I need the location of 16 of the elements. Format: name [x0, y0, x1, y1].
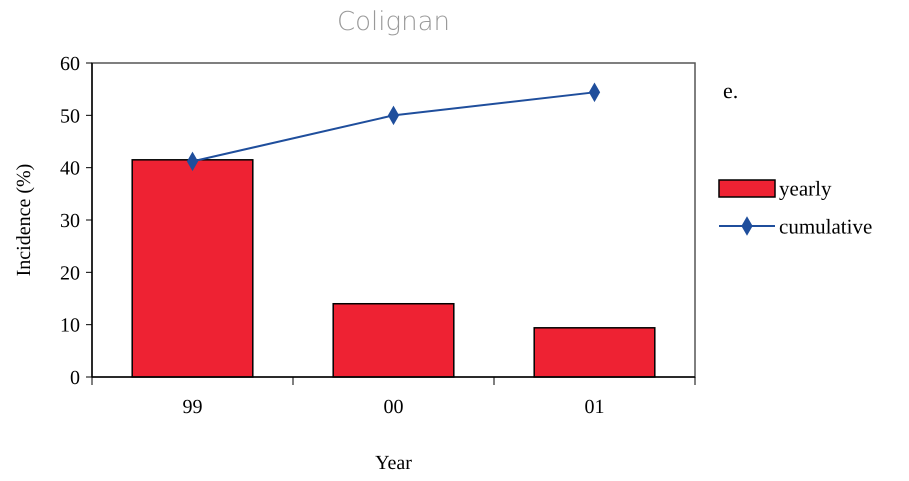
x-tick-label: 00: [384, 396, 404, 418]
chart-title: Colignan: [336, 7, 450, 37]
y-tick-label: 20: [60, 262, 80, 284]
y-tick-label: 30: [60, 210, 80, 232]
x-axis-title: Year: [375, 452, 412, 474]
y-tick-label: 0: [70, 367, 80, 389]
y-axis-title: Incidence (%): [13, 164, 35, 276]
x-tick-label: 99: [182, 396, 202, 418]
y-tick-label: 60: [60, 53, 80, 75]
text: e.: [723, 78, 738, 103]
y-tick-label: 50: [60, 105, 80, 128]
x-tick-label: 01: [584, 396, 604, 418]
y-tick-label: 10: [60, 314, 80, 337]
legend-label: yearly: [779, 176, 832, 200]
legend-label: cumulative: [779, 214, 872, 238]
y-tick-label: 40: [60, 158, 80, 180]
